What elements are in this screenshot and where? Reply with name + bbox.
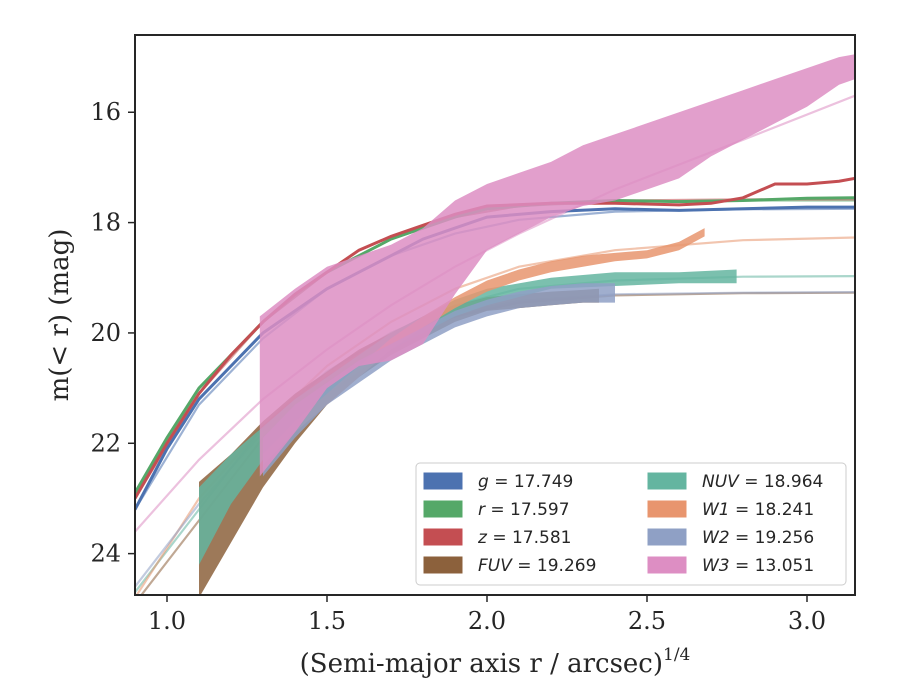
legend-swatch: [647, 500, 687, 518]
y-tick-label: 18: [90, 209, 121, 237]
legend-swatch: [423, 472, 463, 490]
band-w3: [259, 54, 855, 477]
legend-item-fuv: FUV = 19.269: [423, 556, 596, 576]
legend: g = 17.749 r = 17.597 z = 17.581 FUV = 19.2…: [415, 462, 847, 586]
legend-label: W3 = 13.051: [702, 556, 814, 576]
y-axis-label: m(< r) (mag): [45, 229, 75, 402]
legend-label: NUV = 18.964: [702, 472, 823, 492]
legend-label: W1 = 18.241: [702, 500, 814, 520]
series-layer: [135, 54, 855, 595]
legend-swatch: [423, 500, 463, 518]
band-w1: [263, 228, 705, 466]
x-tick-label: 2.5: [628, 607, 666, 635]
legend-swatch: [647, 528, 687, 546]
y-tick-label: 16: [90, 98, 121, 126]
legend-swatch: [647, 472, 687, 490]
y-tick-label: 20: [90, 319, 121, 347]
plot-frame: [134, 34, 856, 596]
x-tick-label: 1.0: [148, 607, 186, 635]
legend-label: r = 17.597: [478, 500, 570, 520]
y-tick-label: 22: [90, 429, 121, 457]
legend-item-r: r = 17.597: [423, 500, 570, 520]
x-tick-label: 1.5: [308, 607, 346, 635]
legend-item-nuv: NUV = 18.964: [647, 472, 823, 492]
legend-item-w3: W3 = 13.051: [647, 556, 814, 576]
x-tick-label: 3.0: [788, 607, 826, 635]
x-axis-label-text: (Semi-major axis r / arcsec): [300, 649, 663, 679]
legend-item-g: g = 17.749: [423, 472, 573, 492]
tick-layer: 1.0 1.5 2.0 2.5 3.0 16 18 20 22 24: [90, 98, 826, 635]
legend-swatch: [647, 556, 687, 574]
legend-item-w1: W1 = 18.241: [647, 500, 814, 520]
x-axis-label-exponent: 1/4: [663, 645, 690, 665]
x-axis-label: (Semi-major axis r / arcsec)1/4: [300, 645, 691, 679]
legend-label: FUV = 19.269: [478, 556, 596, 576]
legend-label: z = 17.581: [477, 528, 571, 548]
y-tick-label: 24: [90, 540, 121, 568]
legend-label: g = 17.749: [478, 472, 573, 492]
legend-swatch: [423, 556, 463, 574]
legend-box: [415, 462, 847, 586]
legend-item-z: z = 17.581: [423, 528, 571, 548]
legend-item-w2: W2 = 19.256: [647, 528, 814, 548]
x-tick-label: 2.0: [468, 607, 506, 635]
legend-swatch: [423, 528, 463, 546]
legend-label: W2 = 19.256: [702, 528, 814, 548]
